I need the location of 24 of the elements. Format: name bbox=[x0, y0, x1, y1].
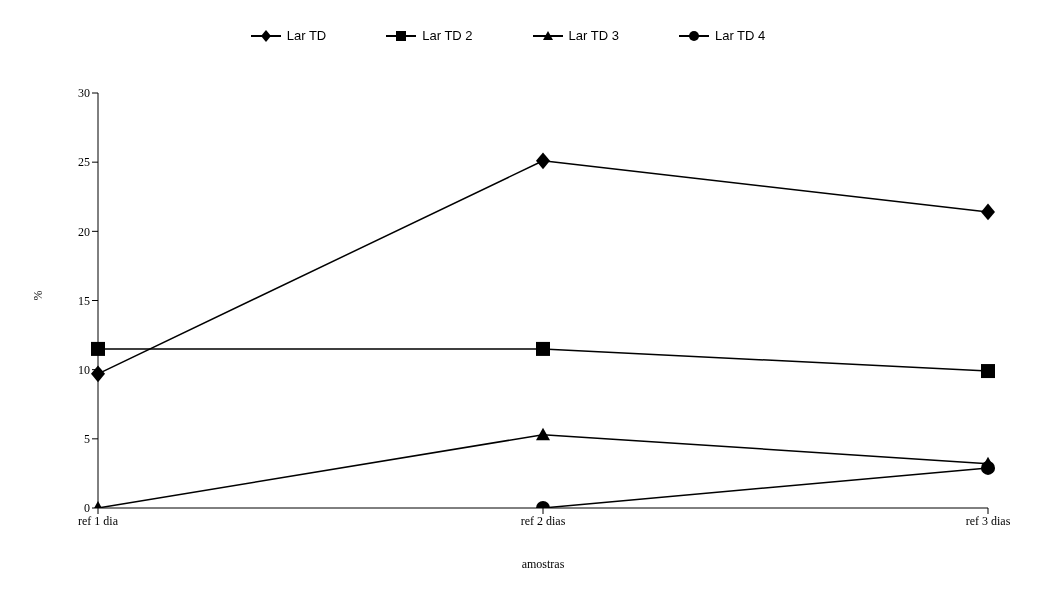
y-tick-label: 30 bbox=[78, 86, 90, 101]
point bbox=[981, 364, 995, 379]
point bbox=[536, 341, 550, 356]
x-axis-title: amostras bbox=[521, 557, 565, 571]
point bbox=[536, 152, 550, 170]
y-tick-label: 5 bbox=[84, 432, 90, 447]
x-tick-label: ref 3 dias bbox=[965, 513, 1011, 528]
legend-label: Lar TD bbox=[285, 28, 327, 43]
point bbox=[981, 203, 995, 221]
y-tick-label: 10 bbox=[78, 362, 90, 377]
x-tick-label: ref 2 dias bbox=[520, 513, 566, 528]
y-axis-title: % bbox=[31, 290, 46, 301]
y-tick-label: 15 bbox=[78, 293, 90, 308]
y-tick-label: 20 bbox=[78, 224, 90, 239]
point bbox=[981, 456, 995, 470]
point bbox=[536, 427, 550, 441]
y-tick-label: 25 bbox=[78, 155, 90, 170]
point bbox=[91, 341, 105, 356]
y-tick-label: 0 bbox=[84, 501, 90, 516]
legend-label: Lar TD 2 bbox=[421, 28, 473, 43]
x-tick-label: ref 1 dia bbox=[78, 513, 119, 528]
legend-label: Lar TD 4 bbox=[713, 28, 766, 43]
point bbox=[91, 365, 105, 383]
legend-label: Lar TD 3 bbox=[567, 28, 619, 43]
